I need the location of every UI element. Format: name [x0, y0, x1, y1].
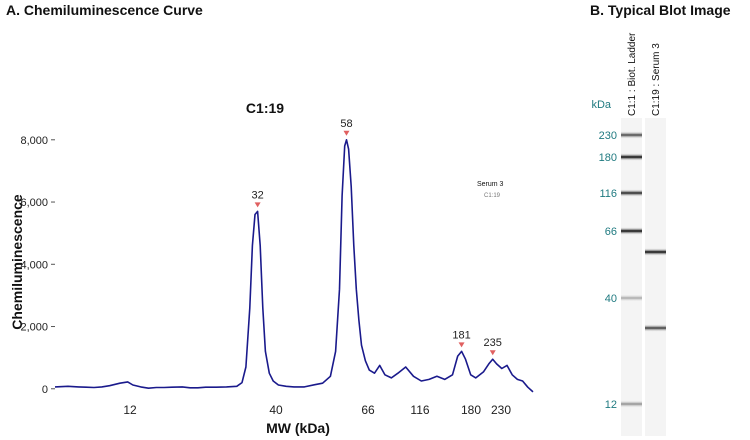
- ladder-band: [621, 153, 642, 161]
- y-tick-label: 4,000: [20, 259, 48, 271]
- peak-label: 32: [252, 189, 264, 201]
- trace-line-serum-3: [54, 139, 534, 393]
- ladder-band-label: 12: [605, 399, 617, 411]
- y-tick-label: 6,000: [20, 197, 48, 209]
- x-tick-label: 40: [269, 403, 283, 417]
- ladder-band-label: 180: [599, 152, 617, 164]
- panel-b-title: B. Typical Blot Image: [590, 2, 731, 18]
- ladder-band-label: 230: [599, 130, 617, 142]
- peak-label: 58: [340, 118, 352, 130]
- x-tick-label: 230: [491, 403, 511, 417]
- blot-lane-label: C1:19 : Serum 3: [651, 43, 662, 116]
- ladder-band: [621, 189, 642, 197]
- x-tick-label: 180: [461, 403, 481, 417]
- peak-marker: [489, 350, 496, 356]
- legend-series-name: Serum 3: [477, 181, 504, 188]
- x-tick-label: 66: [361, 403, 375, 417]
- sample-band: [645, 248, 666, 256]
- ladder-band: [621, 131, 642, 139]
- kda-header: kDa: [591, 99, 611, 111]
- peak-label: 235: [484, 337, 502, 349]
- y-axis-title: Chemiluminescence: [9, 194, 25, 330]
- ladder-band: [621, 294, 642, 302]
- blot-lane-label: C1:1 : Biot. Ladder: [627, 32, 638, 116]
- blot-lane-background: [645, 118, 666, 436]
- ladder-band-label: 66: [605, 226, 617, 238]
- peak-marker: [458, 342, 465, 348]
- sample-band: [645, 324, 666, 332]
- peak-label: 181: [452, 329, 470, 341]
- blot-lane-background: [621, 118, 642, 436]
- y-tick-label: 2,000: [20, 322, 48, 334]
- panel-a-title: A. Chemiluminescence Curve: [6, 2, 203, 18]
- peak-marker: [343, 130, 350, 136]
- legend-series-sub: C1:19: [484, 193, 501, 199]
- chart-title: C1:19: [246, 100, 284, 116]
- peak-marker: [254, 202, 261, 208]
- chemiluminescence-chart: C1:19 0 2,000 4,000 6,000 8,000 12 40 66 116 180 23…: [9, 100, 534, 436]
- x-tick-label: 116: [410, 403, 429, 417]
- blot-image: kDa C1:1 : Biot. Ladder C1:19 : Serum 3 230…: [591, 32, 666, 436]
- ladder-band: [621, 400, 642, 408]
- ladder-band-label: 116: [599, 188, 617, 200]
- y-tick-label: 8,000: [20, 135, 48, 147]
- ladder-band-label: 40: [605, 293, 617, 305]
- ladder-band: [621, 227, 642, 235]
- y-tick-label: 0: [42, 384, 48, 396]
- x-tick-label: 12: [123, 403, 137, 417]
- x-axis-title: MW (kDa): [266, 420, 330, 436]
